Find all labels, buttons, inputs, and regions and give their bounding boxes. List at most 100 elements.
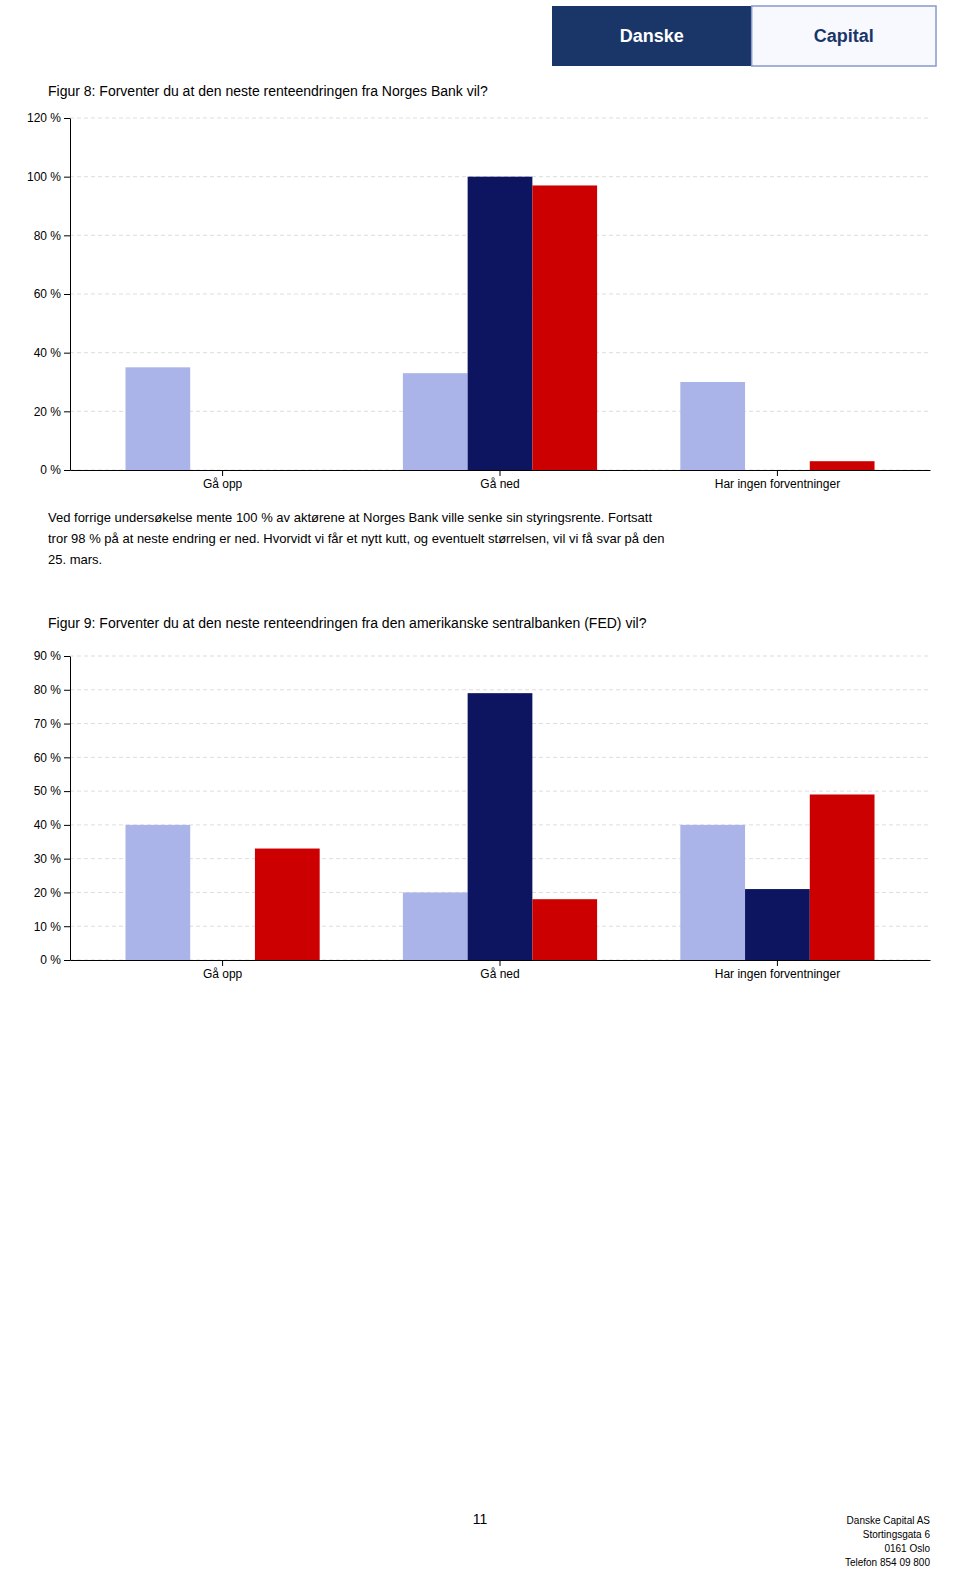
tick-mark: [64, 177, 70, 178]
bar: [745, 889, 810, 960]
x-tick-label: Gå opp: [203, 967, 243, 981]
chart: Figur 9: Forventer du at den neste rente…: [34, 615, 931, 981]
x-tick-label: Gå ned: [480, 477, 519, 491]
logo-box: [552, 6, 752, 66]
x-tick: Gå opp: [203, 470, 243, 491]
tick-mark: [500, 960, 501, 966]
x-tick-label: Har ingen forventninger: [715, 967, 840, 981]
series: [468, 177, 533, 470]
y-tick-label: 0 %: [40, 953, 61, 967]
bar: [125, 825, 190, 960]
y-tick-label: 30 %: [34, 852, 62, 866]
bar: [255, 470, 320, 471]
bar: [532, 185, 597, 470]
bar: [468, 693, 533, 960]
series: [125, 367, 745, 470]
bar: [125, 367, 190, 470]
logo-text: Danske: [620, 26, 684, 46]
y-tick: 120 %: [27, 111, 70, 125]
y-tick-label: 20 %: [34, 886, 62, 900]
y-tick-label: 100 %: [27, 170, 61, 184]
tick-mark: [777, 470, 778, 476]
tick-mark: [64, 235, 70, 236]
y-tick: 60 %: [34, 287, 70, 301]
body-text: Ved forrige undersøkelse mente 100 % av …: [48, 510, 664, 567]
bars: [125, 693, 874, 960]
tick-mark: [500, 470, 501, 476]
x-tick: Har ingen forventninger: [715, 960, 840, 981]
axis-line: [70, 119, 71, 471]
y-tick-label: 120 %: [27, 111, 61, 125]
bar: [745, 470, 810, 471]
bars: [125, 177, 874, 470]
bar: [255, 849, 320, 960]
series: [255, 794, 875, 960]
bar: [403, 892, 468, 960]
tick-mark: [64, 926, 70, 927]
tick-mark: [64, 892, 70, 893]
tick-mark: [64, 118, 70, 119]
x-tick-label: Har ingen forventninger: [715, 477, 840, 491]
y-tick-label: 40 %: [34, 346, 62, 360]
bar: [680, 382, 745, 470]
tick-mark: [64, 411, 70, 412]
y-tick: 60 %: [34, 751, 70, 765]
tick-mark: [64, 825, 70, 826]
series: [468, 693, 810, 960]
x-tick-label: Gå ned: [480, 967, 519, 981]
y-tick-label: 60 %: [34, 751, 62, 765]
y-tick: 20 %: [34, 405, 70, 419]
chart-title: Figur 9: Forventer du at den neste rente…: [48, 615, 647, 631]
tick-mark: [64, 791, 70, 792]
y-tick-label: 40 %: [34, 818, 62, 832]
tick-mark: [64, 353, 70, 354]
footer: 11Danske Capital ASStortingsgata 60161 O…: [473, 1511, 931, 1568]
y-tick-label: 80 %: [34, 683, 62, 697]
page-number: 11: [473, 1511, 488, 1527]
series: [125, 825, 745, 960]
y-tick: 90 %: [34, 649, 70, 663]
logo: DanskeCapital: [552, 6, 936, 66]
bar: [680, 825, 745, 960]
y-tick: 0 %: [40, 953, 70, 967]
grid-line: [70, 118, 930, 119]
bar: [190, 960, 255, 961]
y-tick: 30 %: [34, 852, 70, 866]
y-tick-label: 20 %: [34, 405, 62, 419]
y-tick-label: 10 %: [34, 920, 62, 934]
series: [532, 185, 874, 470]
y-tick: 100 %: [27, 170, 70, 184]
grid-line: [70, 689, 930, 690]
y-axis: 0 %10 %20 %30 %40 %50 %60 %70 %80 %90 %: [34, 649, 71, 967]
y-tick-label: 80 %: [34, 229, 62, 243]
tick-mark: [64, 656, 70, 657]
tick-mark: [222, 960, 223, 966]
x-tick: Gå ned: [480, 470, 519, 491]
footer-line: Stortingsgata 6: [863, 1529, 931, 1540]
bar: [810, 794, 875, 960]
y-tick-label: 60 %: [34, 287, 62, 301]
x-axis: Gå opp Gå ned Har ingen forventninger: [71, 960, 931, 981]
paragraph-line: tror 98 % på at neste endring er ned. Hv…: [48, 531, 664, 546]
tick-mark: [777, 960, 778, 966]
y-tick: 80 %: [34, 683, 70, 697]
page: DanskeCapital Figur 8: Forventer du at de…: [0, 0, 960, 1579]
tick-mark: [64, 470, 70, 471]
tick-mark: [64, 690, 70, 691]
tick-mark: [64, 294, 70, 295]
bar: [403, 373, 468, 470]
chart-title: Figur 8: Forventer du at den neste rente…: [48, 83, 488, 99]
x-tick: Gå ned: [480, 960, 519, 981]
grid: [70, 118, 930, 470]
y-tick: 40 %: [34, 346, 70, 360]
y-tick: 0 %: [40, 463, 70, 477]
chart: Figur 8: Forventer du at den neste rente…: [27, 83, 931, 491]
tick-mark: [222, 470, 223, 476]
tick-mark: [64, 960, 70, 961]
y-tick: 40 %: [34, 818, 70, 832]
y-tick-label: 70 %: [34, 717, 62, 731]
tick-mark: [64, 724, 70, 725]
y-tick: 10 %: [34, 920, 70, 934]
logo-box: [752, 6, 936, 66]
x-tick: Gå opp: [203, 960, 243, 981]
